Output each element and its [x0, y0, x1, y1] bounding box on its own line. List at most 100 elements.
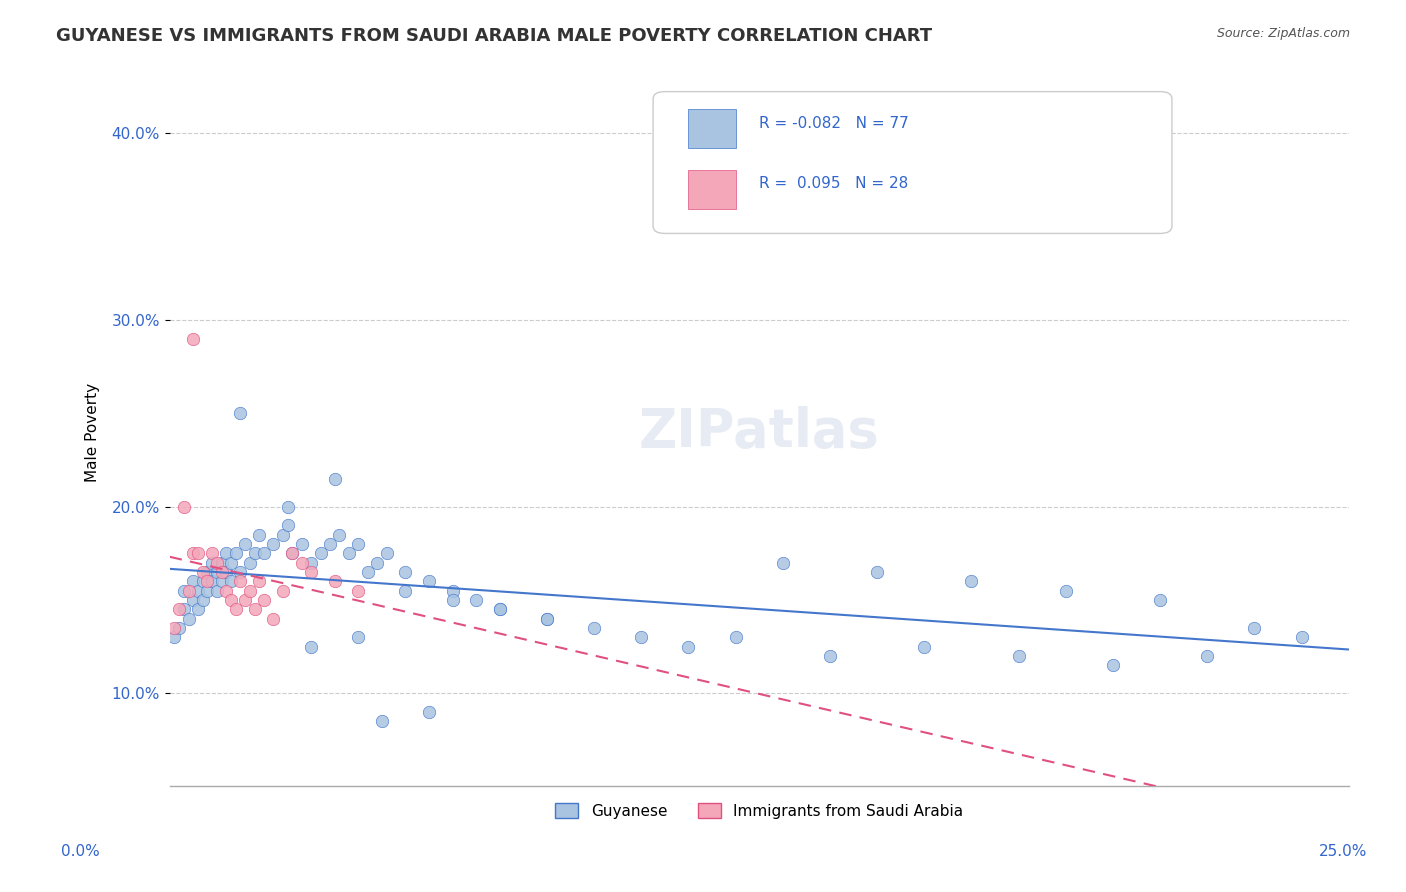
Point	[724, 630, 747, 644]
Bar	[689, 169, 735, 209]
Point	[328, 527, 350, 541]
Point	[173, 500, 195, 514]
Point	[211, 565, 233, 579]
Point	[167, 602, 190, 616]
Point	[195, 574, 218, 589]
Point	[201, 556, 224, 570]
Point	[191, 593, 214, 607]
Point	[375, 546, 398, 560]
Point	[299, 565, 322, 579]
Point	[195, 565, 218, 579]
Text: R =  0.095   N = 28: R = 0.095 N = 28	[759, 177, 908, 191]
Point	[291, 556, 314, 570]
Point	[309, 546, 332, 560]
Point	[195, 583, 218, 598]
Point	[205, 565, 228, 579]
FancyBboxPatch shape	[654, 92, 1173, 234]
Point	[215, 583, 238, 598]
Point	[323, 472, 346, 486]
Text: Source: ZipAtlas.com: Source: ZipAtlas.com	[1216, 27, 1350, 40]
Point	[191, 565, 214, 579]
Point	[163, 621, 186, 635]
Point	[187, 583, 209, 598]
Point	[394, 565, 416, 579]
Point	[912, 640, 935, 654]
Point	[253, 546, 276, 560]
Point	[239, 556, 262, 570]
Point	[960, 574, 983, 589]
Point	[253, 593, 276, 607]
Point	[277, 518, 299, 533]
Point	[299, 556, 322, 570]
Text: 0.0%: 0.0%	[60, 845, 100, 859]
Point	[243, 602, 266, 616]
Text: ZIPatlas: ZIPatlas	[638, 406, 880, 458]
Point	[262, 537, 284, 551]
Point	[291, 537, 314, 551]
Point	[233, 537, 256, 551]
Point	[219, 593, 242, 607]
Point	[1149, 593, 1171, 607]
Point	[371, 714, 394, 728]
Point	[181, 546, 204, 560]
Point	[225, 602, 247, 616]
Point	[536, 611, 558, 625]
Point	[173, 602, 195, 616]
Legend: Guyanese, Immigrants from Saudi Arabia: Guyanese, Immigrants from Saudi Arabia	[550, 797, 969, 825]
Point	[247, 574, 270, 589]
Point	[347, 583, 370, 598]
Point	[277, 500, 299, 514]
Point	[211, 556, 233, 570]
Point	[394, 583, 416, 598]
Point	[215, 546, 238, 560]
Text: R = -0.082   N = 77: R = -0.082 N = 77	[759, 116, 908, 131]
Point	[772, 556, 794, 570]
Point	[357, 565, 380, 579]
Point	[181, 574, 204, 589]
Point	[1197, 648, 1219, 663]
Point	[1243, 621, 1265, 635]
Point	[347, 630, 370, 644]
Point	[441, 593, 464, 607]
Point	[536, 611, 558, 625]
Point	[465, 593, 488, 607]
Point	[262, 611, 284, 625]
Point	[281, 546, 304, 560]
Point	[488, 602, 510, 616]
Point	[488, 602, 510, 616]
Text: GUYANESE VS IMMIGRANTS FROM SAUDI ARABIA MALE POVERTY CORRELATION CHART: GUYANESE VS IMMIGRANTS FROM SAUDI ARABIA…	[56, 27, 932, 45]
Point	[191, 574, 214, 589]
Point	[243, 546, 266, 560]
Point	[866, 565, 889, 579]
Point	[818, 648, 841, 663]
Point	[347, 537, 370, 551]
Point	[205, 556, 228, 570]
Point	[215, 565, 238, 579]
Point	[418, 705, 440, 719]
Point	[181, 332, 204, 346]
Point	[205, 583, 228, 598]
Point	[1291, 630, 1313, 644]
Text: 25.0%: 25.0%	[1319, 845, 1367, 859]
Point	[229, 574, 252, 589]
Point	[239, 583, 262, 598]
Point	[201, 574, 224, 589]
Point	[173, 583, 195, 598]
Point	[219, 574, 242, 589]
Point	[177, 611, 200, 625]
Point	[211, 574, 233, 589]
Point	[583, 621, 606, 635]
Point	[229, 565, 252, 579]
Point	[177, 583, 200, 598]
Point	[323, 574, 346, 589]
Point	[319, 537, 342, 551]
Point	[299, 640, 322, 654]
Point	[201, 546, 224, 560]
Point	[247, 527, 270, 541]
Point	[229, 406, 252, 420]
Point	[219, 556, 242, 570]
Point	[167, 621, 190, 635]
Point	[1008, 648, 1031, 663]
Point	[181, 593, 204, 607]
Point	[187, 602, 209, 616]
